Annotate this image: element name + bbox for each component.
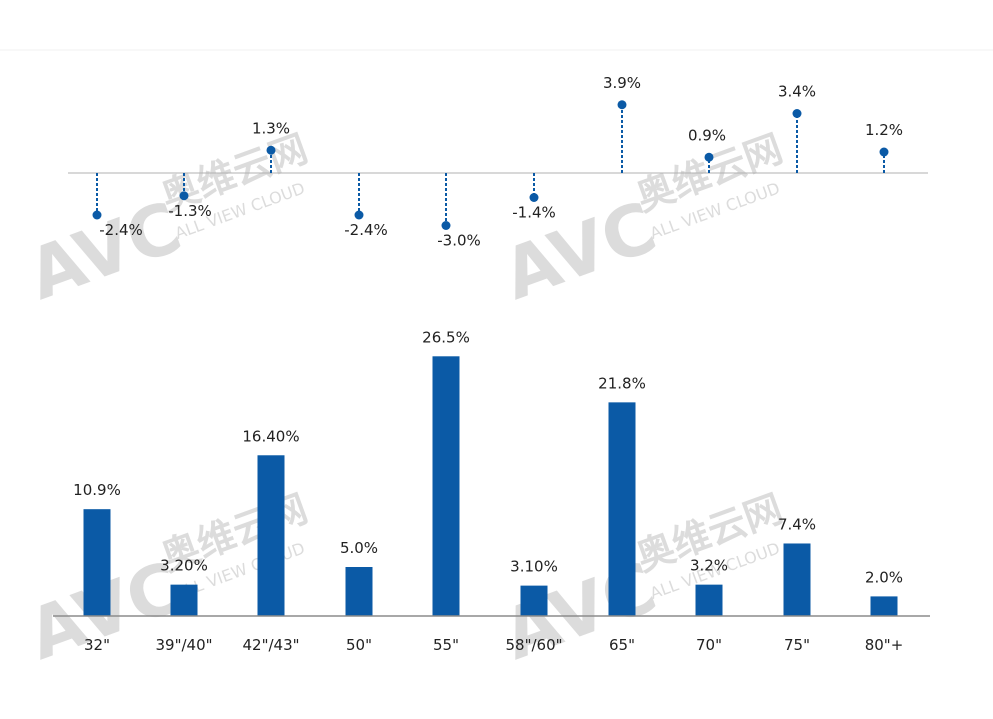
category-tick-label: 70" — [696, 636, 722, 654]
watermark: AVC 奥维云网 ALL VIEW CLOUD AVC 奥维云网 ALL VIE… — [18, 126, 788, 676]
share-bar — [83, 509, 111, 616]
category-tick-label: 65" — [609, 636, 635, 654]
growth-data-label: -2.4% — [344, 221, 388, 239]
category-tick-label: 39"/40" — [155, 636, 212, 654]
category-tick-label: 42"/43" — [242, 636, 299, 654]
growth-data-label: 0.9% — [688, 126, 726, 144]
category-tick-label: 50" — [346, 636, 372, 654]
share-data-label: 3.2% — [690, 557, 728, 575]
category-tick-label: 80"+ — [865, 636, 904, 654]
category-tick-label: 58"/60" — [505, 636, 562, 654]
growth-data-label: 3.9% — [603, 74, 641, 92]
growth-data-label: 1.3% — [252, 119, 290, 137]
share-bar — [257, 455, 285, 616]
growth-lollipop-chart: -2.4% -1.3% 1.3% -2.4% -3.0% -1.4% 3.9% 0.9% 3.4… — [68, 74, 928, 250]
growth-data-label: -3.0% — [437, 232, 481, 250]
share-bar — [870, 596, 898, 616]
share-bar — [695, 584, 723, 616]
share-data-label: 3.20% — [160, 557, 208, 575]
share-bar-chart: 10.9% 32" 3.20% 39"/40" 16.40% 42"/43" 5.0% 50"… — [53, 328, 930, 654]
share-bar — [783, 543, 811, 616]
share-data-label: 10.9% — [73, 481, 121, 499]
growth-data-label: 1.2% — [865, 121, 903, 139]
growth-data-label: -1.3% — [168, 202, 212, 220]
growth-point — [266, 145, 276, 155]
growth-point — [354, 210, 364, 220]
share-data-label: 2.0% — [865, 568, 903, 586]
share-data-label: 5.0% — [340, 539, 378, 557]
share-data-label: 16.40% — [242, 427, 299, 445]
share-data-label: 26.5% — [422, 328, 470, 346]
share-bar — [345, 567, 373, 616]
growth-point — [179, 191, 189, 201]
growth-data-label: -1.4% — [512, 204, 556, 222]
growth-data-label: -2.4% — [99, 221, 143, 239]
growth-point — [704, 152, 714, 162]
growth-data-label: 3.4% — [778, 83, 816, 101]
growth-point — [441, 221, 451, 230]
growth-point — [792, 109, 802, 118]
share-data-label: 7.4% — [778, 515, 816, 533]
growth-point — [617, 100, 627, 110]
share-bar — [520, 585, 548, 616]
share-data-label: 21.8% — [598, 374, 646, 392]
category-tick-label: 75" — [784, 636, 810, 654]
growth-point — [879, 147, 889, 157]
share-data-label: 3.10% — [510, 558, 558, 576]
growth-point — [92, 210, 102, 220]
share-bar — [608, 402, 636, 616]
category-tick-label: 55" — [433, 636, 459, 654]
share-bar — [432, 356, 460, 616]
category-tick-label: 32" — [84, 636, 110, 654]
growth-point — [529, 193, 539, 202]
share-bar — [170, 584, 198, 616]
